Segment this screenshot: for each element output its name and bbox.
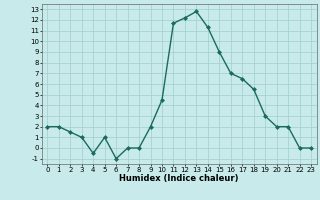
X-axis label: Humidex (Indice chaleur): Humidex (Indice chaleur) bbox=[119, 174, 239, 183]
